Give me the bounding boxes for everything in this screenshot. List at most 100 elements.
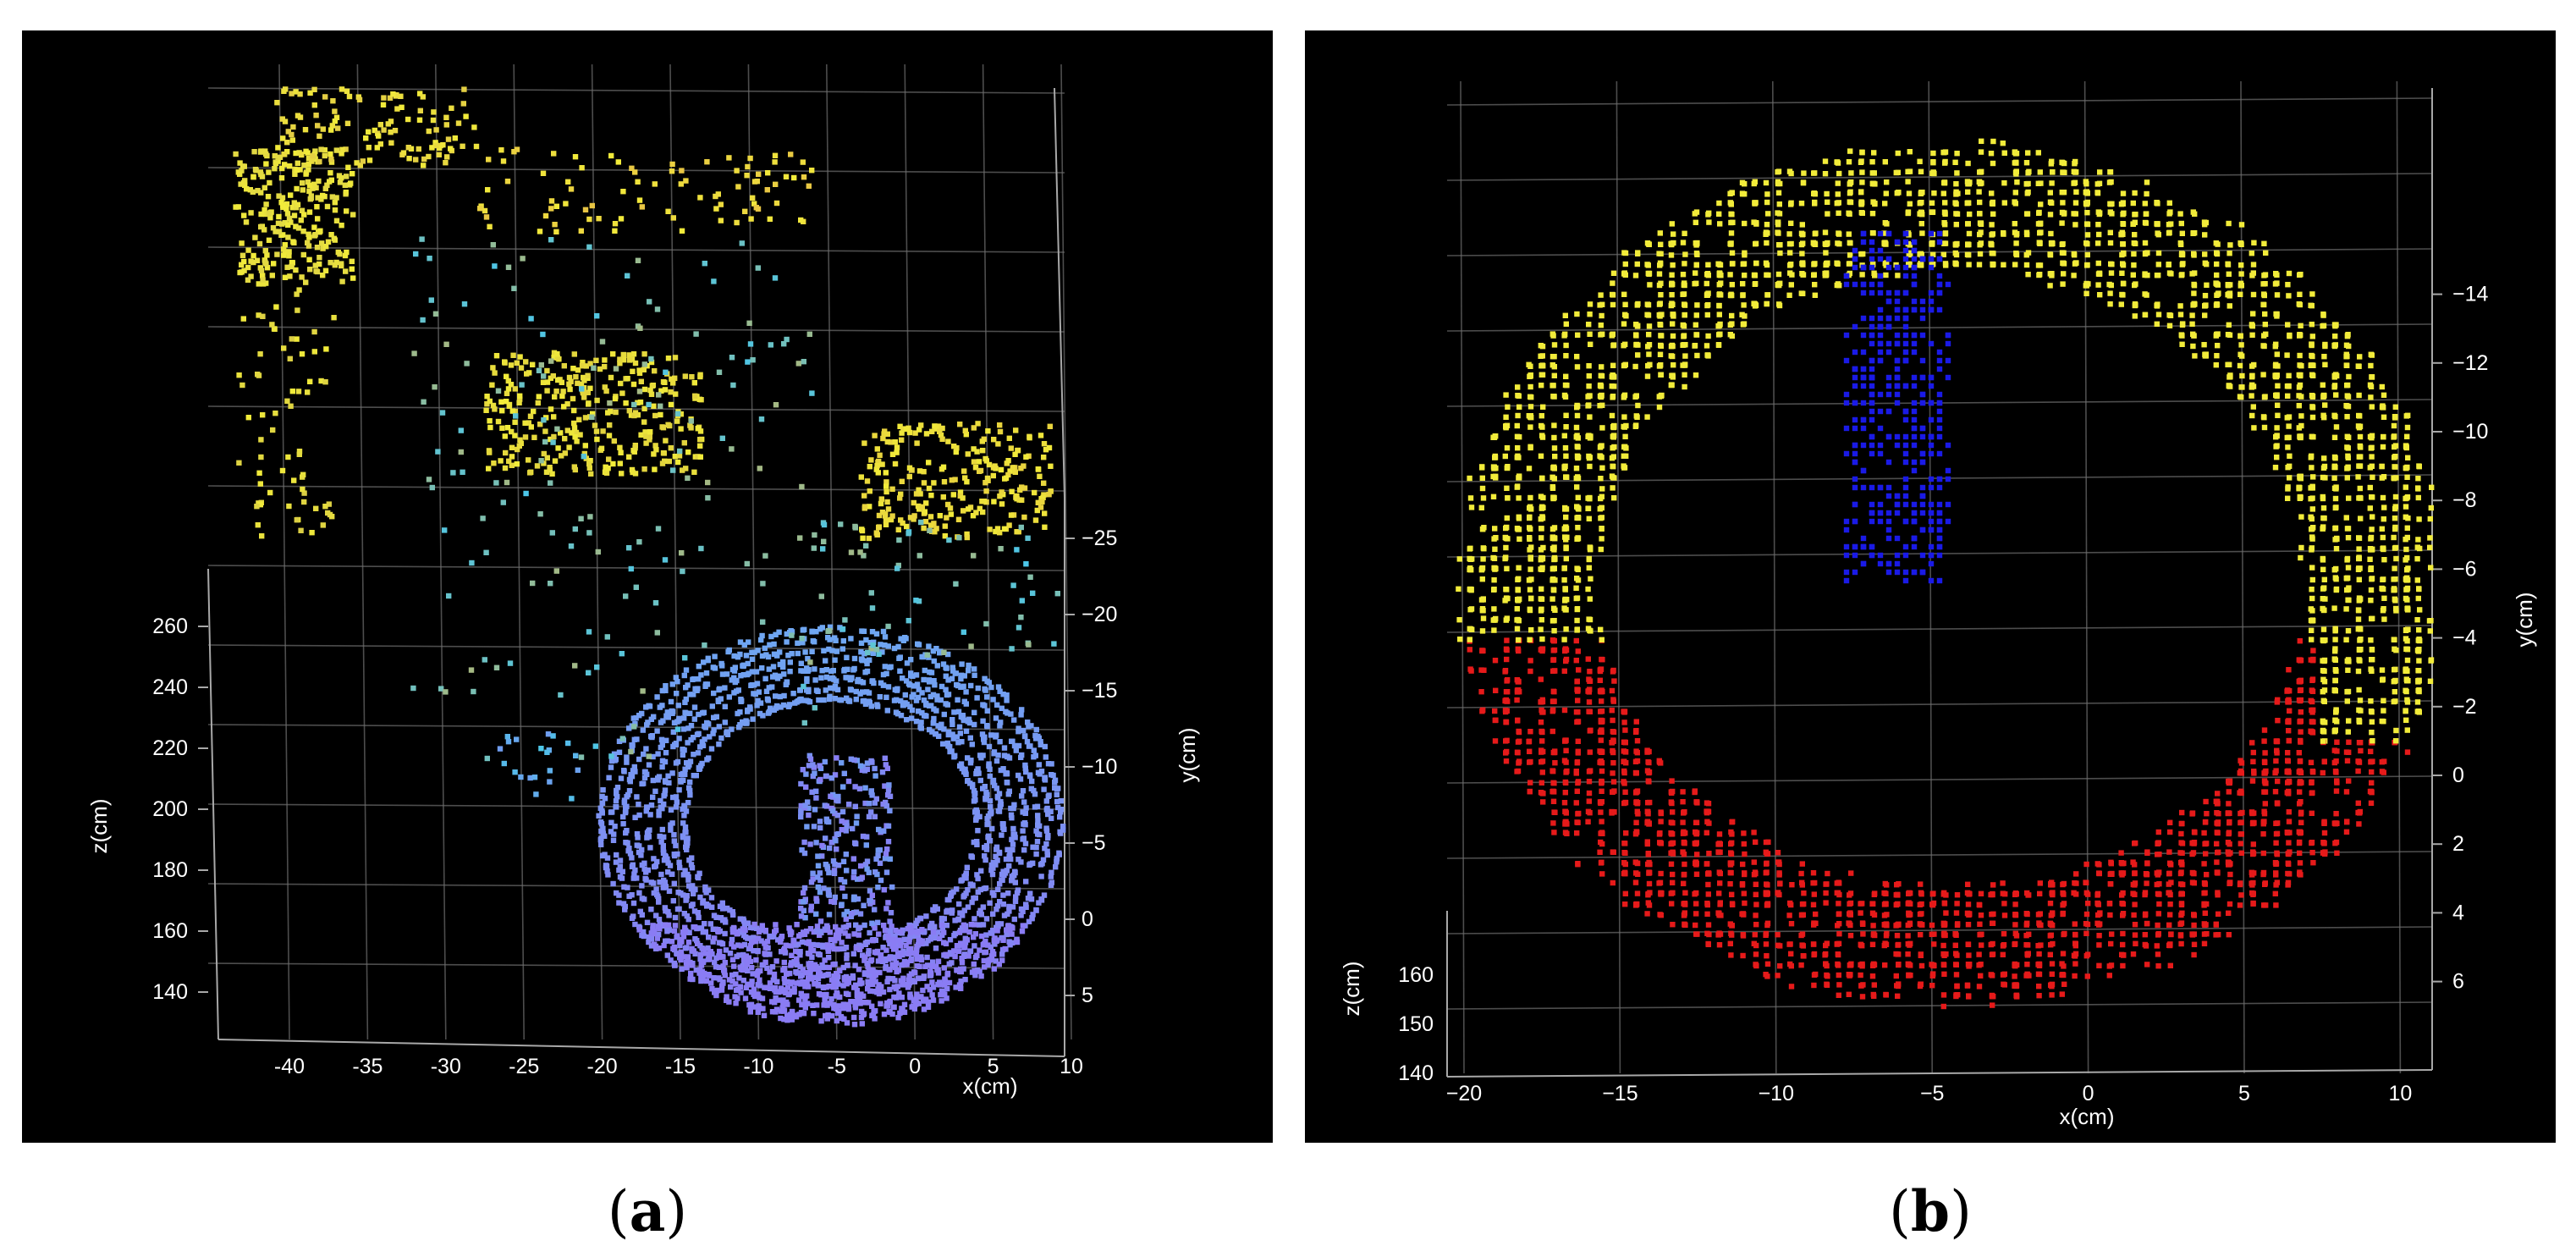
point: [505, 386, 512, 392]
point: [730, 924, 737, 931]
point: [867, 897, 872, 904]
point: [750, 971, 756, 977]
point: [932, 923, 938, 929]
point: [2049, 180, 2055, 186]
point: [239, 382, 245, 389]
point: [680, 954, 687, 960]
point: [257, 481, 263, 487]
point: [689, 855, 695, 861]
point: [489, 382, 495, 388]
point: [2368, 800, 2375, 806]
point: [278, 200, 284, 206]
point: [986, 763, 992, 769]
point: [839, 885, 845, 891]
point: [756, 935, 762, 941]
point: [722, 917, 728, 923]
point: [2286, 372, 2292, 378]
point: [778, 989, 784, 995]
x-tick-label-a: -5: [828, 1055, 846, 1078]
point: [1026, 743, 1032, 749]
point: [700, 900, 706, 906]
point: [841, 770, 847, 776]
point: [883, 479, 889, 485]
point: [956, 929, 963, 935]
point: [608, 829, 614, 835]
point: [307, 90, 313, 96]
point: [343, 190, 349, 196]
point: [961, 907, 967, 913]
point: [679, 168, 685, 174]
point: [822, 926, 828, 932]
point: [299, 207, 305, 213]
point: [974, 952, 980, 958]
point: [862, 701, 869, 707]
point: [647, 812, 653, 818]
point: [2357, 485, 2363, 492]
point: [841, 879, 848, 885]
point: [245, 247, 251, 253]
point: [824, 942, 831, 948]
point: [293, 267, 299, 273]
point: [885, 787, 892, 793]
point: [853, 697, 859, 703]
point: [884, 846, 890, 852]
point: [656, 774, 663, 780]
point: [596, 813, 602, 819]
point: [632, 921, 638, 928]
point: [662, 791, 668, 797]
point: [889, 884, 895, 890]
point: [958, 941, 964, 947]
point: [921, 469, 927, 475]
point: [817, 971, 823, 978]
point: [639, 883, 645, 889]
point: [762, 553, 768, 559]
point: [975, 421, 981, 427]
point: [905, 531, 911, 537]
point: [923, 996, 929, 1002]
z-tick-label-a: 160: [152, 919, 188, 943]
point: [580, 360, 586, 366]
point: [2166, 849, 2172, 855]
point: [1042, 777, 1049, 783]
point: [643, 440, 649, 446]
point: [849, 675, 855, 681]
point: [575, 367, 581, 373]
point: [623, 808, 629, 814]
point: [631, 412, 637, 419]
point: [993, 734, 999, 740]
point: [966, 929, 972, 935]
point: [647, 934, 652, 940]
point: [558, 430, 564, 436]
point: [677, 715, 683, 722]
point: [2367, 505, 2373, 511]
point: [2286, 728, 2292, 734]
point: [643, 704, 649, 710]
point: [517, 354, 523, 360]
point: [974, 695, 980, 701]
point: [798, 780, 804, 787]
point: [740, 662, 746, 668]
point: [322, 94, 328, 100]
point: [988, 732, 994, 738]
point: [692, 951, 698, 957]
point: [429, 145, 435, 151]
y-tick-label-b: −4: [2452, 626, 2477, 650]
z-axis-title-b: z(cm): [1339, 962, 1364, 1017]
point: [892, 933, 898, 940]
point: [587, 361, 593, 367]
point: [972, 943, 977, 949]
point: [837, 968, 843, 973]
point: [685, 957, 691, 962]
point: [333, 147, 339, 153]
point: [394, 92, 399, 98]
point: [981, 736, 987, 742]
point: [701, 946, 707, 952]
point: [914, 956, 921, 962]
point: [517, 396, 523, 402]
point: [848, 549, 855, 555]
point: [854, 988, 860, 994]
point: [665, 869, 671, 875]
point: [1021, 847, 1027, 853]
point: [824, 1016, 830, 1022]
point: [722, 930, 728, 937]
